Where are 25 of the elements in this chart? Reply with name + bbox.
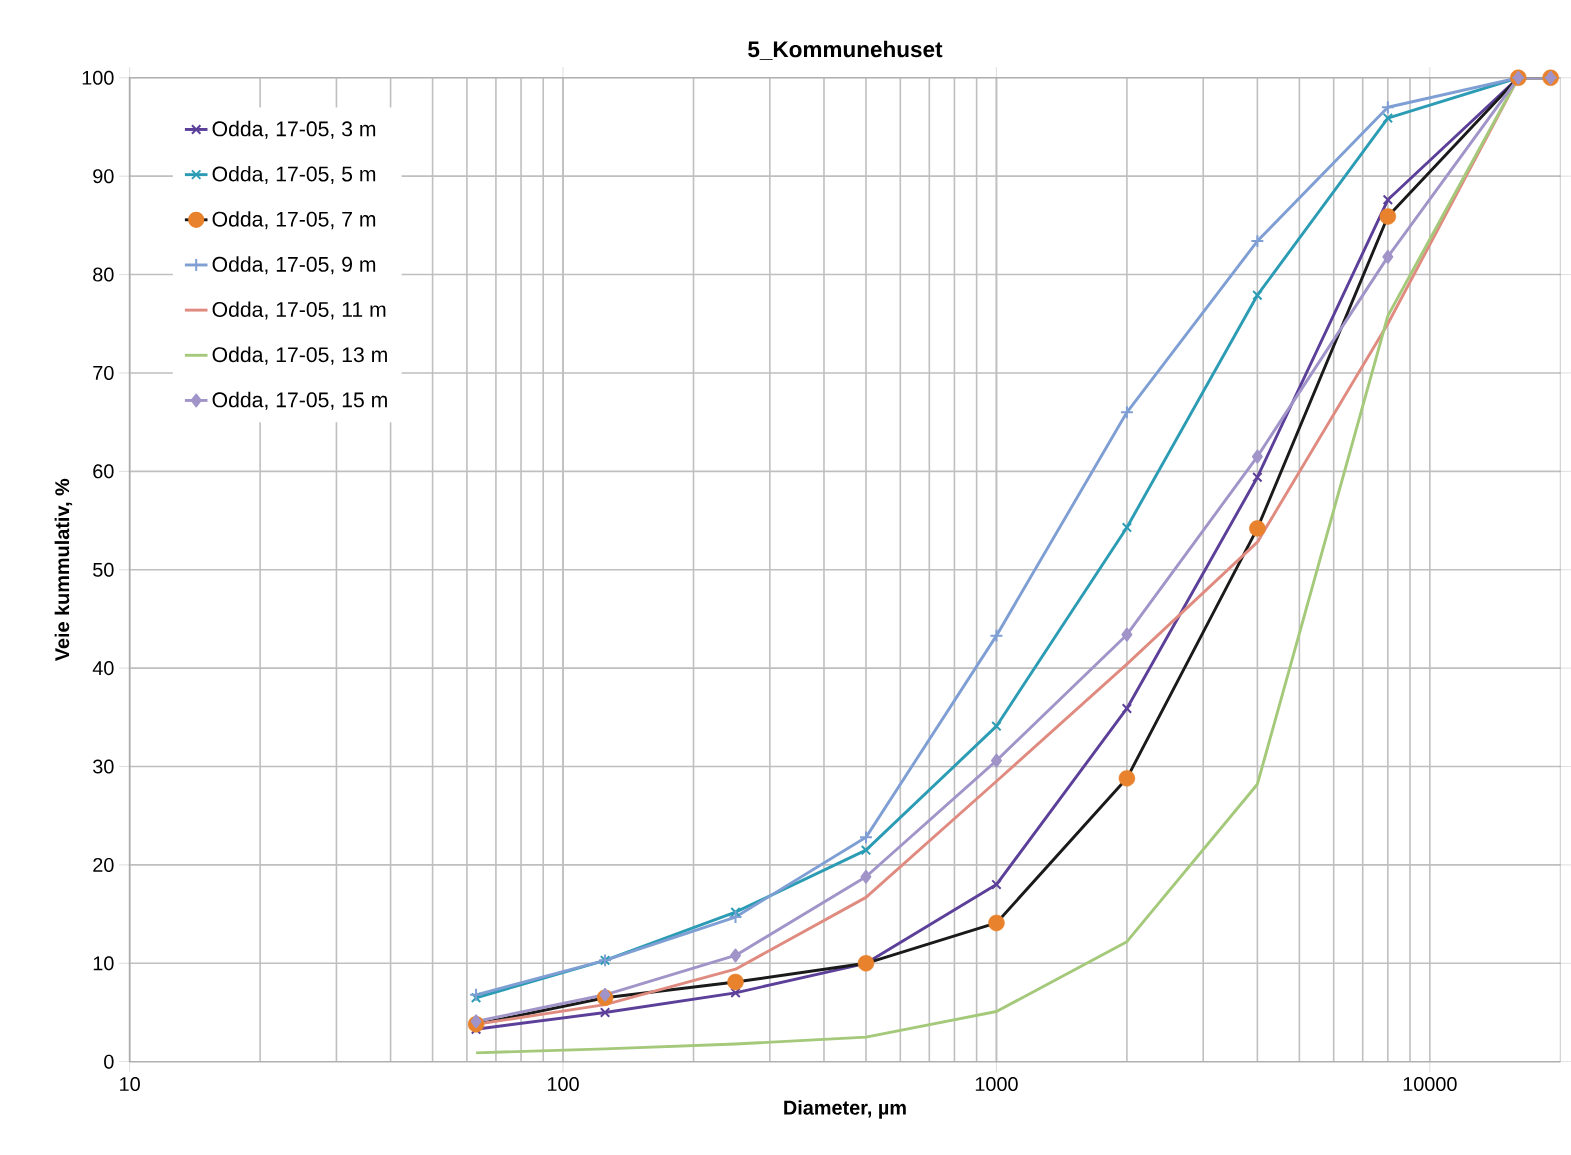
x-axis-title: Diameter, µm: [784, 1099, 906, 1119]
y-tick-label: 70: [93, 365, 114, 380]
y-tick-label: 50: [93, 562, 114, 577]
legend-label: Odda, 17-05, 13 m: [212, 346, 387, 365]
x-tick-label: 100: [547, 1076, 579, 1091]
x-tick-label: 10000: [1403, 1076, 1457, 1091]
legend-label: Odda, 17-05, 7 m: [212, 210, 376, 229]
y-tick-label: 40: [92, 660, 114, 675]
legend-label: Odda, 17-05, 9 m: [212, 256, 376, 275]
x-tick-label: 1000: [975, 1076, 1018, 1091]
y-tick-label: 60: [93, 464, 114, 479]
y-tick-label: 90: [93, 168, 114, 183]
legend-label: Odda, 17-05, 5 m: [212, 165, 376, 184]
legend-label: Odda, 17-05, 15 m: [212, 391, 387, 410]
y-tick-label: 10: [93, 956, 114, 971]
y-tick-label: 80: [93, 267, 114, 282]
x-tick-label: 10: [120, 1076, 140, 1091]
y-tick-label: 100: [82, 70, 114, 85]
y-tick-label: 20: [93, 857, 114, 872]
y-tick-label: 30: [93, 759, 114, 774]
y-tick-label: 0: [104, 1054, 114, 1069]
legend-label: Odda, 17-05, 11 m: [212, 301, 386, 320]
chart-title: 5_Kommunehuset: [748, 40, 943, 60]
legend-label: Odda, 17-05, 3 m: [212, 120, 376, 139]
y-axis-title: Veie kummulativ, %: [54, 478, 73, 661]
